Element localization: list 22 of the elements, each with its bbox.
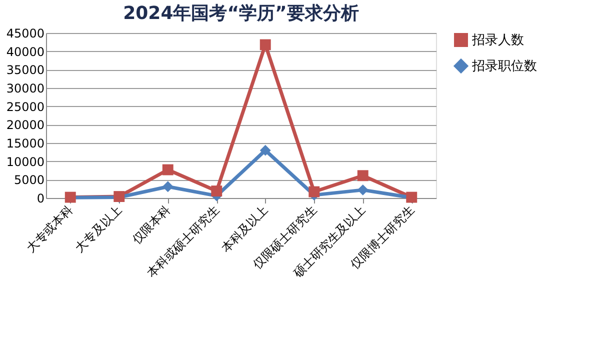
point bbox=[308, 186, 320, 198]
y-tick-label: 30000 bbox=[6, 82, 44, 96]
y-tick-label: 5000 bbox=[14, 173, 44, 188]
point bbox=[211, 186, 222, 197]
y-tick-label: 0 bbox=[36, 192, 44, 206]
point bbox=[357, 170, 368, 182]
y-tick-label: 15000 bbox=[6, 136, 44, 150]
y-tick-label: 40000 bbox=[6, 44, 44, 59]
y-tick-label: 35000 bbox=[6, 63, 44, 78]
point bbox=[357, 184, 368, 196]
y-tick-label: 10000 bbox=[6, 154, 44, 169]
point bbox=[260, 144, 271, 156]
y-tick-label: 25000 bbox=[6, 100, 44, 114]
point bbox=[162, 181, 174, 192]
x-tick-label: 仅限本科 bbox=[129, 202, 174, 246]
legend-label: 招录人数 bbox=[471, 33, 524, 48]
y-tick-label: 45000 bbox=[6, 26, 44, 40]
chart-title: 2024年国考“学历”要求分析 bbox=[123, 3, 359, 24]
point bbox=[260, 39, 271, 50]
y-tick-label: 20000 bbox=[6, 118, 44, 132]
legend-label: 招录职位数 bbox=[471, 59, 537, 74]
point bbox=[162, 164, 174, 176]
